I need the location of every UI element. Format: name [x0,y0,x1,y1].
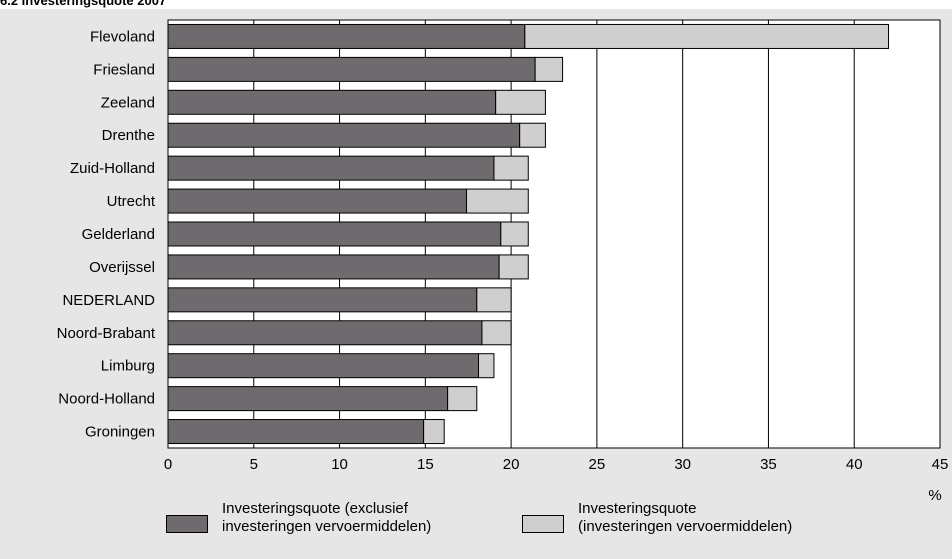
bar-drenthe-series-1 [519,122,546,148]
x-tick-label-15: 15 [417,456,434,473]
category-label-groningen: Groningen [85,424,155,441]
bar-utrecht-series-1 [466,188,529,214]
bar-groningen-series-1 [423,419,445,445]
category-label-noord-holland: Noord-Holland [58,391,155,408]
category-label-utrecht: Utrecht [107,193,156,210]
bar-overijssel-series-0 [167,254,500,280]
bar-flevoland-series-1 [524,23,890,49]
bar-zeeland-series-1 [495,89,546,115]
legend-item-vervoermiddelen: Investeringsquote (investeringen vervoer… [522,500,792,536]
x-unit-label: % [928,487,941,504]
bar-utrecht-series-0 [167,188,468,214]
bar-friesland-series-1 [534,56,564,82]
category-label-friesland: Friesland [93,61,155,78]
bar-zeeland-series-0 [167,89,497,115]
x-tick-label-5: 5 [250,456,258,473]
x-tick-label-10: 10 [331,456,348,473]
legend-item-exclusief: Investeringsquote (exclusief investering… [166,500,431,536]
legend-label-vervoermiddelen: Investeringsquote (investeringen vervoer… [578,500,793,535]
bar-overijssel-series-1 [498,254,529,280]
legend-swatch-exclusief [166,515,208,533]
category-label-noord-brabant: Noord-Brabant [57,325,156,342]
category-label-gelderland: Gelderland [82,226,155,243]
x-tick-label-25: 25 [589,456,606,473]
bar-limburg-series-1 [478,353,495,379]
x-tick-label-35: 35 [760,456,777,473]
bar-drenthe-series-0 [167,122,521,148]
bar-zuid-holland-series-0 [167,155,495,181]
bar-flevoland-series-0 [167,23,526,49]
x-tick-label-0: 0 [164,456,172,473]
legend-label-exclusief: Investeringsquote (exclusief investering… [222,500,432,535]
category-label-zeeland: Zeeland [101,94,155,111]
bar-zuid-holland-series-1 [493,155,529,181]
chart-title: 6.2 Investeringsquote 2007 [0,0,167,8]
bar-nederland-series-1 [476,287,512,313]
x-tick-label-30: 30 [674,456,691,473]
x-tick-label-40: 40 [846,456,863,473]
bar-limburg-series-0 [167,353,480,379]
bar-nederland-series-0 [167,287,478,313]
bar-gelderland-series-1 [500,221,529,247]
x-tick-label-20: 20 [503,456,520,473]
category-label-overijssel: Overijssel [89,259,155,276]
bar-noord-holland-series-0 [167,386,449,412]
bar-friesland-series-0 [167,56,536,82]
bar-noord-brabant-series-1 [481,320,512,346]
category-label-zuid-holland: Zuid-Holland [70,160,155,177]
bar-gelderland-series-0 [167,221,502,247]
bar-groningen-series-0 [167,419,425,445]
bar-noord-brabant-series-0 [167,320,483,346]
legend-swatch-vervoermiddelen [522,515,564,533]
bar-noord-holland-series-1 [447,386,478,412]
category-label-limburg: Limburg [101,358,155,375]
category-label-drenthe: Drenthe [102,127,155,144]
category-label-flevoland: Flevoland [90,28,155,45]
x-tick-label-45: 45 [932,456,949,473]
category-label-nederland: NEDERLAND [62,292,155,309]
